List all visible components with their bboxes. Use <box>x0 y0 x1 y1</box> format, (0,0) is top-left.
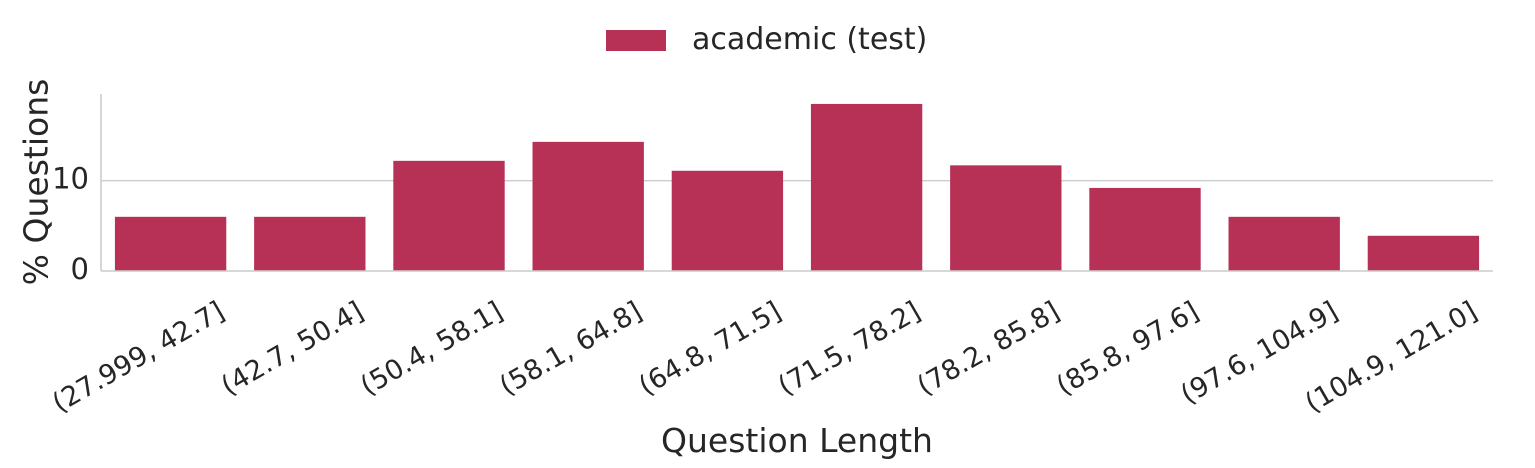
x-axis-label: Question Length <box>661 421 933 460</box>
bar <box>1367 235 1480 271</box>
axes <box>100 94 1493 272</box>
y-tick-labels: 0 10 <box>52 162 89 286</box>
x-tick-label: (64.8, 71.5] <box>634 296 787 402</box>
x-tick-label: (27.999, 42.7] <box>47 296 229 419</box>
legend-swatch <box>606 29 666 51</box>
x-tick-label: (42.7, 50.4] <box>216 296 369 402</box>
x-tick-label: (50.4, 58.1] <box>355 296 508 402</box>
bar <box>1228 216 1340 271</box>
bar <box>114 216 227 271</box>
bar <box>254 216 366 271</box>
x-tick-label: (78.2, 85.8] <box>912 296 1065 402</box>
bar <box>393 160 505 271</box>
legend: academic (test) <box>606 20 927 60</box>
x-tick-labels: (27.999, 42.7](42.7, 50.4](50.4, 58.1](5… <box>47 296 1482 419</box>
y-tick-label: 10 <box>52 162 89 196</box>
y-axis-label: % Questions <box>17 79 56 286</box>
bars <box>114 103 1480 271</box>
bar <box>671 170 784 271</box>
x-tick-label: (58.1, 64.8] <box>495 296 648 402</box>
x-tick-label: (71.5, 78.2] <box>773 296 926 402</box>
bar <box>950 165 1062 271</box>
legend-label: academic (test) <box>692 22 928 57</box>
y-tick-label: 0 <box>71 252 89 286</box>
bar <box>1089 187 1201 271</box>
bar <box>810 103 923 271</box>
bar <box>532 141 644 271</box>
